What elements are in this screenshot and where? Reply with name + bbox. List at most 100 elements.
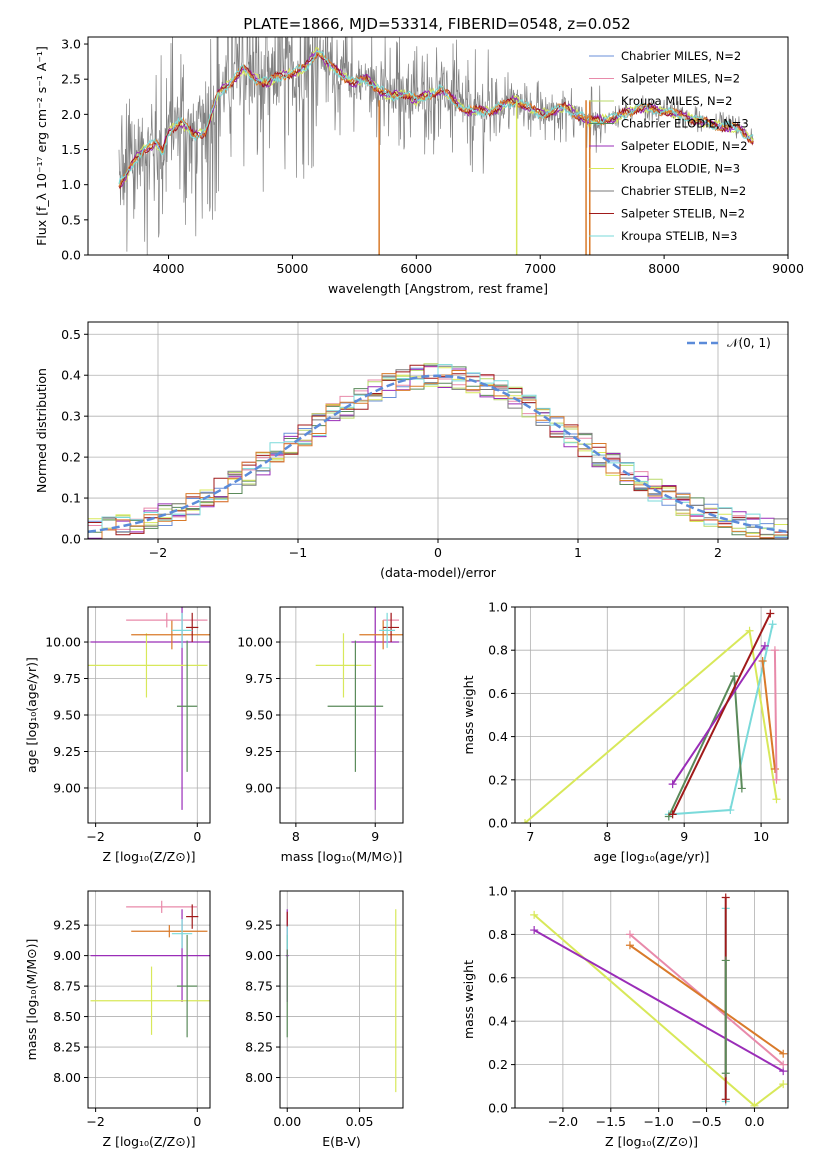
x-tick-label: −1.0 <box>644 1114 674 1129</box>
y-tick-label: 8.50 <box>53 1009 81 1024</box>
y-tick-label: 0.0 <box>61 248 81 263</box>
y-tick-label: 10.00 <box>237 635 273 650</box>
x-tick-label: 7000 <box>524 261 556 276</box>
y-tick-label: 8.75 <box>245 979 273 994</box>
y-axis-label: mass weight <box>461 675 476 754</box>
crosshairs-mass-vs-ebv <box>285 909 397 1093</box>
y-tick-label: 0.4 <box>61 368 81 383</box>
axes-frame <box>514 606 789 824</box>
x-tick-label: −1.5 <box>596 1114 626 1129</box>
frame-massweight-vs-age: 7 8 9 10 0.0 0.2 0.4 0.6 0.8 1.0 age [log₁₀(age/yr… <box>461 600 789 864</box>
series-marker <box>772 775 781 784</box>
series-line <box>773 650 778 780</box>
series-line <box>761 660 776 770</box>
series-marker <box>750 1101 759 1108</box>
y-axis-label: mass [log₁₀(M/M⊙)] <box>24 939 39 1061</box>
crosshairs-mass-vs-Z <box>90 900 210 1038</box>
x-axis-label: mass [log₁₀(M/M⊙)] <box>281 849 403 864</box>
x-tick-label: 4000 <box>153 261 185 276</box>
series-marker <box>760 641 769 650</box>
y-tick-label: 8.75 <box>53 979 81 994</box>
y-tick-label: 0.5 <box>61 212 81 227</box>
y-tick-label: 0.1 <box>61 491 81 506</box>
series-marker <box>779 1080 788 1089</box>
y-tick-label: 9.50 <box>245 708 273 723</box>
series-marker <box>745 626 754 635</box>
x-tick-label: 0 <box>193 829 201 844</box>
x-axis-label: wavelength [Angstrom, rest frame] <box>328 281 548 296</box>
x-tick-label: 0 <box>434 545 442 560</box>
series-marker <box>779 1060 788 1069</box>
series-marker <box>770 646 779 655</box>
series-line <box>524 628 778 823</box>
x-tick-label: 9 <box>680 829 688 844</box>
y-axis-label: age [log₁₀(age/yr)] <box>24 657 39 773</box>
x-axis-label: Z [log₁₀(Z/Z⊙)] <box>605 1134 698 1149</box>
y-tick-label: 0.8 <box>488 927 508 942</box>
x-tick-label: −2.0 <box>548 1114 578 1129</box>
crosshairs-age-vs-mass <box>315 607 403 810</box>
y-tick-label: 9.00 <box>245 780 273 795</box>
series-marker <box>730 672 739 681</box>
y-tick-label: 0.3 <box>61 409 81 424</box>
series-marker <box>668 780 677 789</box>
series-marker <box>520 819 529 823</box>
spectrum-legend: Chabrier MILES, N=2 Salpeter MILES, N=2 Kr… <box>589 49 749 243</box>
legend-label: Chabrier MILES, N=2 <box>621 49 741 63</box>
x-tick-label: 8 <box>292 829 300 844</box>
series-marker <box>772 795 781 804</box>
y-tick-label: 0.0 <box>488 1101 508 1116</box>
y-tick-label: 0.5 <box>61 327 81 342</box>
series-marker <box>768 620 777 629</box>
lines-massweight-vs-age <box>520 609 781 823</box>
legend-label: 𝒩(0, 1) <box>727 336 771 350</box>
y-axis-label: Flux [f_λ 10⁻¹⁷ erg cm⁻² s⁻¹ A⁻¹] <box>34 46 49 246</box>
y-tick-label: 1.0 <box>61 177 81 192</box>
normal-curve <box>88 374 788 534</box>
x-tick-label: 9000 <box>772 261 804 276</box>
x-tick-label: 7 <box>526 829 534 844</box>
legend-label: Kroupa ELODIE, N=3 <box>621 162 740 176</box>
series-marker <box>721 1069 730 1078</box>
axes-age-vs-mass <box>280 607 403 823</box>
series-marker <box>668 810 677 819</box>
x-axis-label: age [log₁₀(age/yr)] <box>594 849 710 864</box>
y-tick-label: 9.75 <box>53 671 81 686</box>
series-line <box>671 645 766 785</box>
y-tick-label: 9.75 <box>245 671 273 686</box>
y-tick-label: 9.25 <box>245 918 273 933</box>
histogram-step <box>88 370 788 539</box>
crosshairs-age-vs-Z <box>88 607 210 810</box>
y-tick-label: 9.00 <box>53 780 81 795</box>
y-tick-label: 0.8 <box>488 643 508 658</box>
legend-label: Chabrier STELIB, N=2 <box>621 184 746 198</box>
x-tick-label: 0 <box>193 1114 201 1129</box>
y-tick-label: 8.00 <box>245 1070 273 1085</box>
y-tick-label: 8.25 <box>245 1040 273 1055</box>
y-tick-label: 9.00 <box>53 948 81 963</box>
frame-massweight-vs-Z: −2.0 −1.5 −1.0 −0.5 0.0 0.0 0.2 0.4 0.6 0.8 1.0 Z [… <box>461 884 789 1149</box>
y-tick-label: 0.4 <box>488 729 508 744</box>
x-tick-label: −0.5 <box>691 1114 721 1129</box>
legend-label: Chabrier ELODIE, N=3 <box>621 117 749 131</box>
y-tick-label: 10.00 <box>45 635 81 650</box>
x-axis-label: Z [log₁₀(Z/Z⊙)] <box>103 849 196 864</box>
axes-mass-vs-ebv <box>280 891 403 1108</box>
frame-age-vs-mass: 8 9 9.00 9.25 9.50 9.75 10.00 mass [log₁₀(M/M⊙)… <box>237 606 404 864</box>
series-line <box>629 944 784 1055</box>
axes-frame <box>87 890 211 1109</box>
y-tick-label: 9.00 <box>245 948 273 963</box>
y-tick-label: 3.0 <box>61 37 81 52</box>
legend-label: Kroupa STELIB, N=3 <box>621 229 738 243</box>
y-tick-label: 1.0 <box>488 600 508 615</box>
legend-label: Kroupa MILES, N=2 <box>621 94 733 108</box>
x-tick-label: 8000 <box>648 261 680 276</box>
y-tick-label: 0.6 <box>488 686 508 701</box>
y-tick-label: 0.0 <box>61 532 81 547</box>
series-marker <box>530 926 539 935</box>
x-tick-label: −2 <box>86 829 104 844</box>
axes-massweight-vs-Z <box>515 890 788 1109</box>
series-marker <box>721 1095 730 1104</box>
x-tick-label: 10 <box>753 829 769 844</box>
y-tick-label: 9.25 <box>245 744 273 759</box>
